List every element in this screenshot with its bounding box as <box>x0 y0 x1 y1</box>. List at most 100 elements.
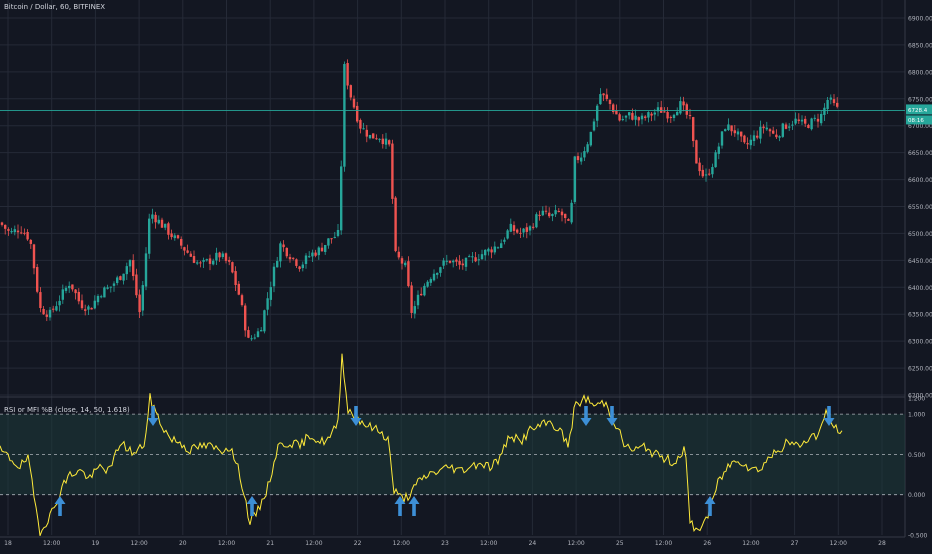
candle-body <box>224 253 228 261</box>
candle-body <box>234 271 237 286</box>
candle-body <box>55 306 58 311</box>
candle-body <box>500 243 503 249</box>
time-tick-label: 24 <box>529 540 537 547</box>
candle-body <box>471 256 474 258</box>
time-tick-label: 12:00 <box>567 540 584 547</box>
candle-body <box>84 309 87 311</box>
candle-body <box>237 283 240 295</box>
candle-body <box>548 212 551 217</box>
candle-body <box>183 247 186 251</box>
candle-body <box>352 98 356 108</box>
candle-body <box>167 223 170 235</box>
time-tick-label: 12:00 <box>480 540 497 547</box>
time-tick-label: 12:00 <box>43 540 60 547</box>
candle-body <box>87 306 90 310</box>
candle-body <box>826 100 829 110</box>
candle-body <box>260 330 263 332</box>
candle-body <box>317 247 320 256</box>
candle-body <box>144 253 148 287</box>
candle-body <box>192 256 196 263</box>
candle-body <box>0 222 4 225</box>
candle-body <box>570 202 573 223</box>
arrow-shape <box>408 496 420 516</box>
candle-body <box>77 291 80 302</box>
candle-body <box>263 310 266 332</box>
candle-body <box>442 260 445 266</box>
indicator-tick-label: 1.200 <box>908 396 925 403</box>
candle-body <box>733 130 736 134</box>
countdown-label: 08:16 <box>908 118 924 124</box>
candle-body <box>400 258 404 264</box>
candle-body <box>93 300 96 309</box>
candle-body <box>378 138 381 140</box>
candle-body <box>477 259 480 261</box>
candle-body <box>42 308 45 315</box>
candle-body <box>343 63 346 167</box>
candle-body <box>452 260 455 263</box>
candle-body <box>461 263 464 266</box>
candle-body <box>445 260 448 262</box>
candle-body <box>426 281 429 287</box>
candle-body <box>592 121 596 131</box>
candle-body <box>388 140 391 145</box>
candle-body <box>276 260 279 268</box>
candle-body <box>432 273 436 281</box>
candle-body <box>340 166 343 231</box>
candle-body <box>381 138 384 145</box>
arrow-shape <box>394 496 406 516</box>
arrow-shape <box>246 496 258 516</box>
candle-body <box>228 260 231 262</box>
price-tick-label: 6900.00 <box>908 16 932 23</box>
arrow-shape <box>580 406 592 426</box>
candle-body <box>304 255 308 264</box>
indicator-line-group <box>0 353 843 536</box>
candle-body <box>244 305 247 331</box>
up-arrow <box>246 496 258 516</box>
candle-body <box>272 266 276 287</box>
candle-body <box>788 126 791 128</box>
candle-body <box>711 167 714 175</box>
candle-body <box>631 112 634 120</box>
time-tick-label: 28 <box>878 540 886 547</box>
candle-body <box>554 210 557 215</box>
candle-body <box>772 130 775 134</box>
price-tick-label: 6800.00 <box>908 69 932 76</box>
candle-body <box>154 214 157 223</box>
down-arrow <box>823 406 835 426</box>
candle-body <box>362 128 365 130</box>
price-tick-label: 6550.00 <box>908 204 932 211</box>
candle-body <box>256 331 260 338</box>
price-tick-label: 6700.00 <box>908 123 932 130</box>
candle-body <box>359 120 362 129</box>
candle-body <box>512 225 516 231</box>
candle-body <box>157 219 160 224</box>
candle-body <box>656 107 660 112</box>
time-tick-label: 12:00 <box>218 540 235 547</box>
candle-body <box>752 135 756 142</box>
time-tick-label: 12:00 <box>130 540 147 547</box>
candle-body <box>797 119 800 121</box>
price-tick-label: 6450.00 <box>908 258 932 265</box>
candle-body <box>311 252 314 257</box>
candle-body <box>701 169 704 177</box>
candle-body <box>551 213 554 217</box>
candle-body <box>45 314 48 317</box>
candle-body <box>493 246 496 253</box>
candle-body <box>368 134 372 139</box>
candle-body <box>320 247 324 252</box>
candle-body <box>640 115 644 120</box>
time-tick-label: 23 <box>441 540 449 547</box>
candle-body <box>781 123 784 137</box>
candle-body <box>36 267 39 292</box>
candle-body <box>567 219 570 221</box>
candle-body <box>474 257 477 262</box>
candle-body <box>68 285 71 289</box>
time-tick-label: 12:00 <box>655 540 672 547</box>
candle-body <box>333 236 336 238</box>
indicator-band <box>0 413 905 496</box>
candle-body <box>39 292 42 309</box>
candle-body <box>749 139 752 146</box>
candle-body <box>103 287 106 298</box>
candle-body <box>218 252 221 258</box>
